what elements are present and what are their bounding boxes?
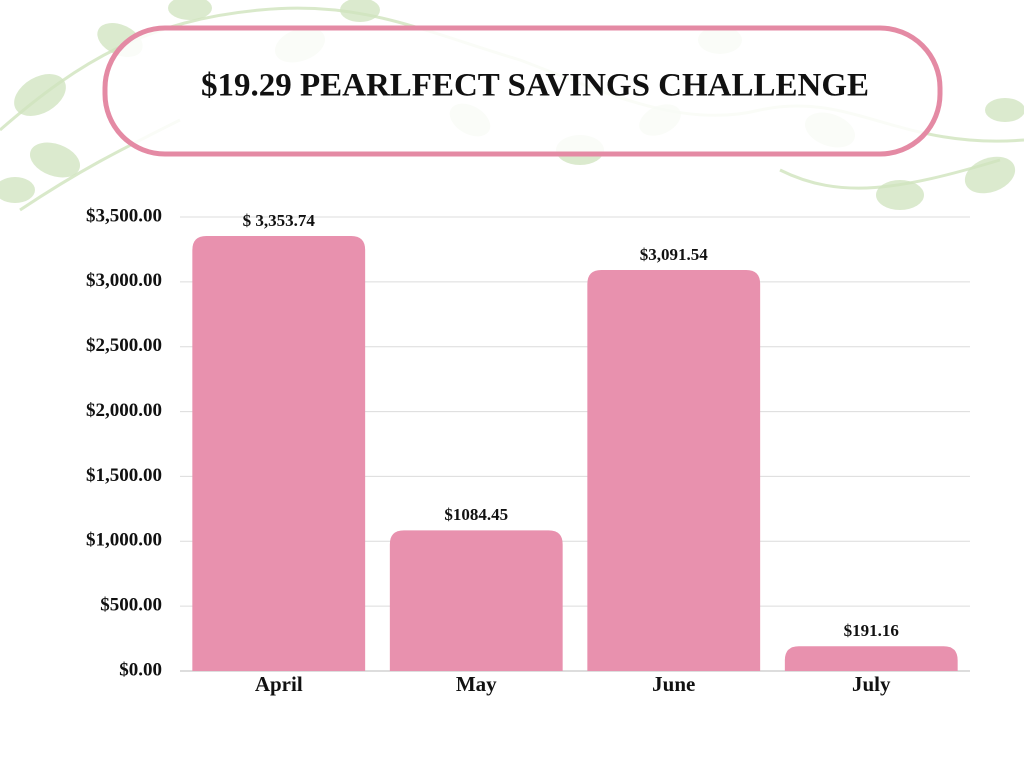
y-tick-label: $500.00 [100,595,162,616]
y-tick-label: $2,000.00 [86,400,162,421]
y-tick-label: $3,000.00 [86,270,162,291]
chart-title: $19.29 PEARLFECT SAVINGS CHALLENGE [201,68,869,104]
title-frame [102,25,943,157]
bar [587,269,761,671]
y-tick-label: $3,500.00 [86,205,162,226]
y-tick-label: $1,000.00 [86,530,162,551]
x-tick-label: May [456,672,497,696]
value-label: $3,091.54 [640,245,709,264]
x-tick-label: July [852,672,891,696]
y-tick-label: $0.00 [119,659,162,680]
value-label: $191.16 [844,621,899,640]
bar [192,235,366,671]
bar [784,646,958,671]
bar [389,530,563,671]
y-tick-label: $2,500.00 [86,335,162,356]
value-label: $1084.45 [444,505,508,524]
x-tick-label: April [255,672,303,696]
value-label: $ 3,353.74 [243,211,316,230]
y-tick-label: $1,500.00 [86,465,162,486]
x-tick-label: June [652,672,695,696]
